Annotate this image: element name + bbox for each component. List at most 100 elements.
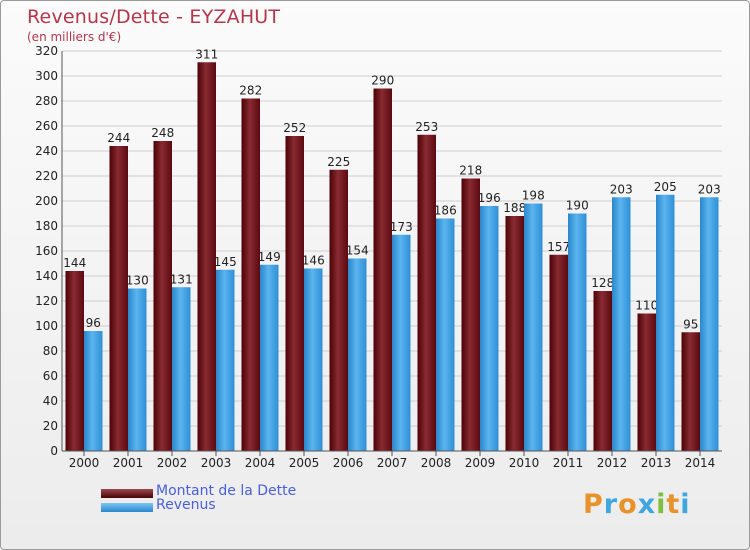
y-tick-label: 20: [43, 419, 58, 433]
bar-dette: [593, 291, 612, 451]
data-label-dette: 144: [63, 256, 86, 270]
data-label-revenus: 198: [522, 189, 545, 203]
data-label-dette: 253: [415, 120, 438, 134]
x-tick-label: 2005: [289, 456, 320, 470]
y-axis: 0 20 40 60 80 100 120 140 160 180 200 220 240 260 280 3…: [35, 44, 63, 458]
x-tick-label: 2000: [69, 456, 100, 470]
chart-subtitle: (en milliers d'€): [27, 30, 122, 44]
bar-dette: [65, 271, 84, 451]
bar-dette: [637, 313, 656, 451]
data-label-revenus: 96: [86, 316, 101, 330]
data-label-revenus: 186: [434, 204, 457, 218]
y-tick-label: 160: [35, 244, 58, 258]
y-tick-label: 60: [43, 369, 58, 383]
bar-revenus: [568, 213, 587, 451]
bar-dette: [505, 216, 524, 451]
data-label-revenus: 130: [126, 274, 149, 288]
y-tick-label: 120: [35, 294, 58, 308]
data-label-revenus: 149: [258, 250, 281, 264]
bar-dette: [549, 254, 568, 451]
legend-swatch-dette: [101, 489, 153, 498]
bar-revenus: [524, 203, 543, 451]
x-tick-label: 2002: [157, 456, 188, 470]
data-label-dette: 128: [591, 276, 614, 290]
data-label-dette: 252: [283, 121, 306, 135]
y-tick-label: 140: [35, 269, 58, 283]
data-label-dette: 248: [151, 126, 174, 140]
y-tick-label: 300: [35, 69, 58, 83]
y-tick-label: 280: [35, 94, 58, 108]
y-tick-label: 320: [35, 44, 58, 58]
data-label-dette: 95: [683, 317, 698, 331]
x-tick-label: 2014: [685, 456, 716, 470]
data-label-dette: 157: [547, 240, 570, 254]
data-label-dette: 110: [635, 299, 658, 313]
logo-letter: r: [603, 489, 619, 520]
data-label-revenus: 203: [698, 182, 721, 196]
data-label-dette: 282: [239, 84, 262, 98]
bar-dette: [329, 169, 348, 451]
y-tick-label: 260: [35, 119, 58, 133]
bar-revenus: [260, 264, 279, 451]
bar-revenus: [392, 234, 411, 451]
data-label-revenus: 131: [170, 272, 193, 286]
bars: 144 96 244 130 248 131 311 145 282 149 252 146 225 15…: [63, 47, 721, 451]
logo-letter: i: [680, 489, 691, 520]
y-tick-label: 220: [35, 169, 58, 183]
chart-title: Revenus/Dette - EYZAHUT: [27, 6, 281, 28]
data-label-dette: 244: [107, 131, 130, 145]
data-label-revenus: 196: [478, 191, 501, 205]
bar-revenus: [84, 331, 103, 451]
proxiti-logo: Proxiti: [583, 489, 691, 520]
bar-dette: [109, 146, 128, 451]
data-label-revenus: 145: [214, 255, 237, 269]
x-tick-label: 2003: [201, 456, 232, 470]
data-label-dette: 311: [195, 47, 218, 61]
logo-letter: x: [637, 489, 657, 520]
bar-revenus: [172, 287, 191, 451]
x-tick-label: 2001: [113, 456, 144, 470]
x-axis: 2000 2001 2002 2003 2004 2005 2006 2007 2008 2009…: [62, 450, 722, 470]
data-label-dette: 218: [459, 164, 482, 178]
x-tick-label: 2009: [465, 456, 496, 470]
bar-revenus: [348, 258, 367, 451]
logo-letter: P: [583, 489, 604, 520]
bar-dette: [197, 62, 216, 451]
x-tick-label: 2010: [509, 456, 540, 470]
y-tick-label: 200: [35, 194, 58, 208]
data-label-revenus: 203: [610, 182, 633, 196]
data-label-revenus: 146: [302, 254, 325, 268]
bar-revenus: [304, 268, 323, 451]
y-tick-label: 0: [50, 444, 58, 458]
data-label-revenus: 154: [346, 244, 369, 258]
legend-label-revenus: Revenus: [156, 497, 216, 513]
x-tick-label: 2008: [421, 456, 452, 470]
x-tick-label: 2006: [333, 456, 364, 470]
x-tick-label: 2004: [245, 456, 276, 470]
bar-dette: [241, 98, 260, 451]
x-tick-label: 2013: [641, 456, 672, 470]
x-tick-label: 2011: [553, 456, 584, 470]
bar-revenus: [216, 269, 235, 451]
y-tick-label: 100: [35, 319, 58, 333]
bar-revenus: [656, 194, 675, 451]
data-label-revenus: 173: [390, 220, 413, 234]
data-label-dette: 290: [371, 74, 394, 88]
legend-swatch-revenus: [101, 503, 153, 512]
bar-dette: [153, 141, 172, 451]
bar-revenus: [436, 218, 455, 451]
legend-label-dette: Montant de la Dette: [156, 483, 297, 499]
bar-revenus: [480, 206, 499, 451]
data-label-dette: 225: [327, 155, 350, 169]
y-tick-label: 40: [43, 394, 58, 408]
bar-revenus: [612, 197, 631, 451]
data-label-dette: 188: [503, 201, 526, 215]
bar-dette: [373, 88, 392, 451]
y-tick-label: 80: [43, 344, 58, 358]
data-label-revenus: 205: [654, 180, 677, 194]
x-tick-label: 2007: [377, 456, 408, 470]
bar-dette: [681, 332, 700, 451]
bar-dette: [461, 178, 480, 451]
